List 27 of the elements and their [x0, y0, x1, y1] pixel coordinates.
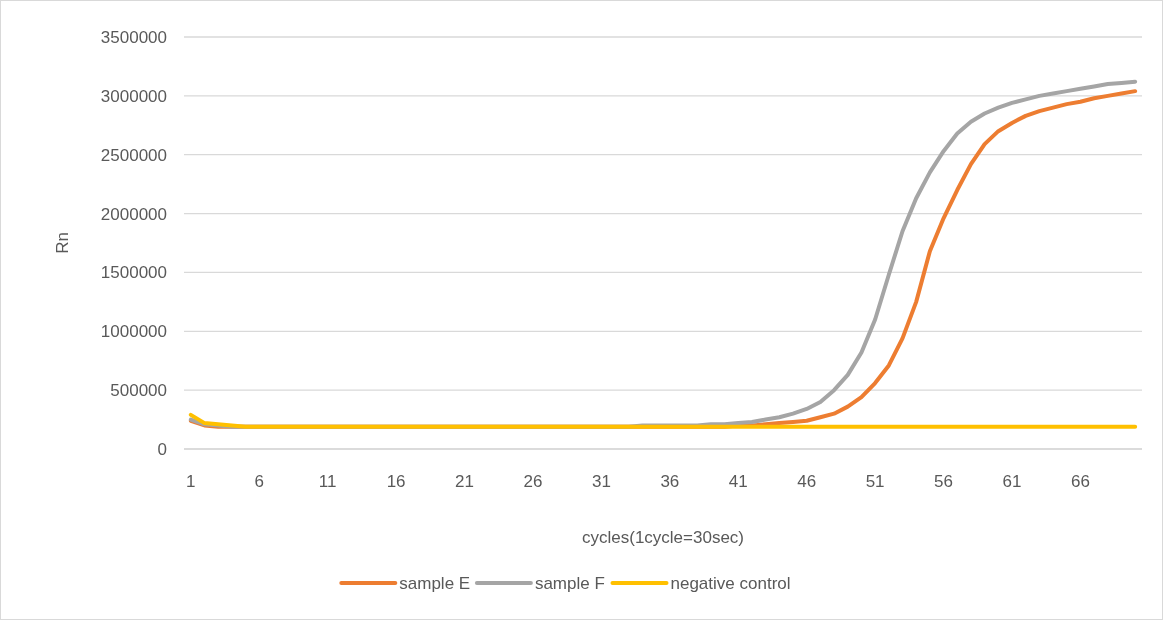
- x-tick-label: 51: [865, 471, 885, 491]
- x-axis-title: cycles(1cycle=30sec): [581, 527, 745, 547]
- x-tick-label: 36: [660, 471, 680, 491]
- x-tick-label: 1: [186, 471, 196, 491]
- x-tick-label: 31: [591, 471, 611, 491]
- y-tick-label: 3000000: [100, 86, 167, 106]
- x-tick-label: 56: [934, 471, 954, 491]
- x-tick-label: 41: [728, 471, 748, 491]
- y-tick-label: 2000000: [100, 204, 167, 224]
- y-tick-label: 2500000: [100, 145, 167, 165]
- legend-label: negative control: [670, 573, 791, 593]
- y-tick-label: 500000: [110, 381, 167, 401]
- legend-label: sample E: [399, 573, 471, 593]
- y-axis-title: Rn: [52, 232, 72, 254]
- x-tick-label: 46: [797, 471, 817, 491]
- x-tick-label: 21: [455, 471, 475, 491]
- y-tick-label: 0: [157, 439, 167, 459]
- x-tick-label: 11: [318, 471, 337, 491]
- x-tick-label: 66: [1070, 471, 1090, 491]
- y-tick-label: 1000000: [100, 322, 167, 342]
- x-tick-label: 6: [254, 471, 265, 491]
- y-tick-label: 1500000: [100, 263, 167, 283]
- x-tick-label: 61: [1002, 471, 1022, 491]
- x-tick-label: 16: [386, 471, 406, 491]
- x-tick-label: 26: [523, 471, 543, 491]
- y-tick-label: 3500000: [100, 27, 167, 47]
- legend-label: sample F: [534, 573, 605, 593]
